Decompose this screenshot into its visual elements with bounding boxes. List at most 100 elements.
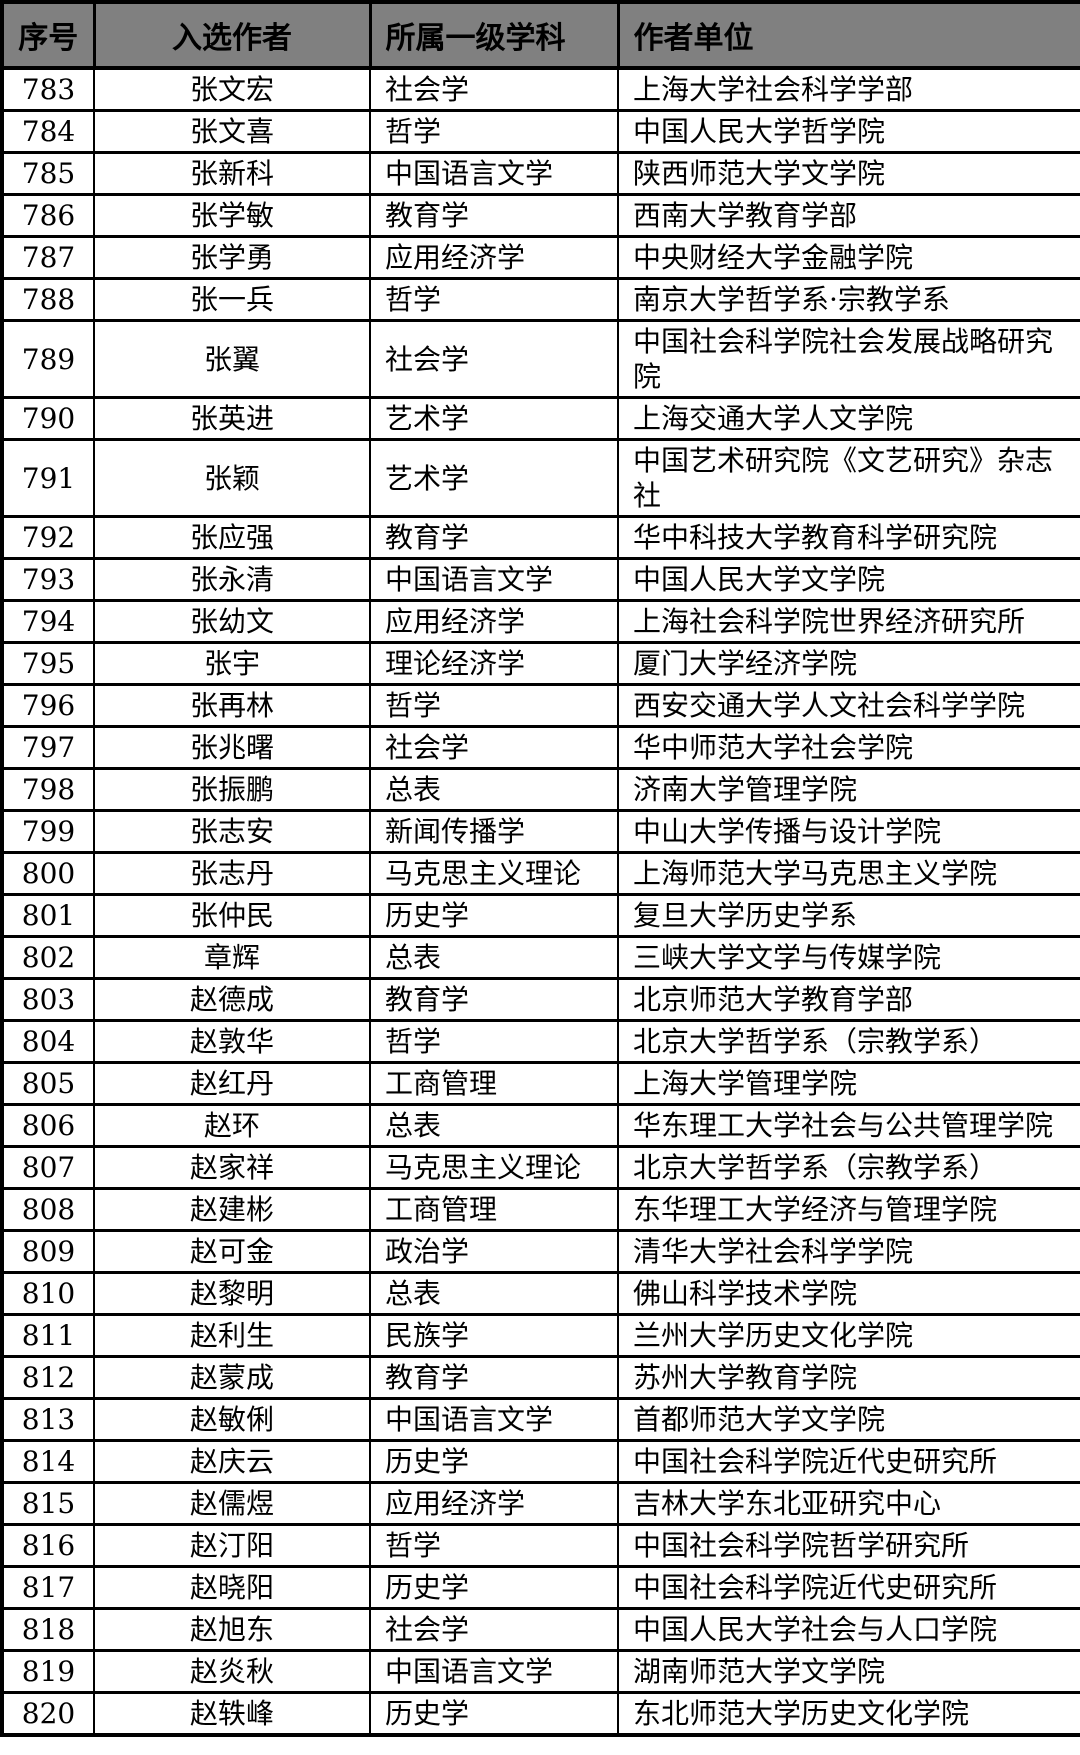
cell-discipline: 社会学 <box>369 1607 619 1652</box>
cell-author: 赵敏俐 <box>93 1397 371 1442</box>
cell-author: 张一兵 <box>93 277 371 322</box>
cell-discipline: 民族学 <box>369 1313 619 1358</box>
table-row: 796 张再林 哲学 西安交通大学人文社会科学学院 <box>1 683 1080 728</box>
cell-author: 张兆曙 <box>93 725 371 770</box>
cell-author: 赵家祥 <box>93 1145 371 1190</box>
cell-discipline: 工商管理 <box>369 1061 619 1106</box>
cell-author: 赵汀阳 <box>93 1523 371 1568</box>
table-row: 806 赵环 总表 华东理工大学社会与公共管理学院 <box>1 1103 1080 1148</box>
cell-no: 792 <box>1 515 95 560</box>
cell-discipline: 社会学 <box>369 725 619 770</box>
cell-no: 813 <box>1 1397 95 1442</box>
cell-author: 张新科 <box>93 151 371 196</box>
cell-affiliation: 华中师范大学社会学院 <box>617 725 1080 770</box>
cell-no: 788 <box>1 277 95 322</box>
cell-author: 张志丹 <box>93 851 371 896</box>
cell-affiliation: 南京大学哲学系·宗教学系 <box>617 277 1080 322</box>
cell-author: 张宇 <box>93 641 371 686</box>
cell-affiliation: 北京大学哲学系（宗教学系） <box>617 1145 1080 1190</box>
cell-author: 赵红丹 <box>93 1061 371 1106</box>
cell-discipline: 工商管理 <box>369 1187 619 1232</box>
cell-no: 796 <box>1 683 95 728</box>
cell-author: 张幼文 <box>93 599 371 644</box>
cell-author: 张永清 <box>93 557 371 602</box>
cell-affiliation: 上海社会科学院世界经济研究所 <box>617 599 1080 644</box>
cell-discipline: 马克思主义理论 <box>369 851 619 896</box>
cell-author: 张振鹏 <box>93 767 371 812</box>
cell-author: 张再林 <box>93 683 371 728</box>
cell-discipline: 总表 <box>369 767 619 812</box>
cell-affiliation: 济南大学管理学院 <box>617 767 1080 812</box>
cell-discipline: 应用经济学 <box>369 599 619 644</box>
cell-author: 张颖 <box>93 438 371 518</box>
cell-no: 814 <box>1 1439 95 1484</box>
cell-affiliation: 东华理工大学经济与管理学院 <box>617 1187 1080 1232</box>
table-row: 784 张文喜 哲学 中国人民大学哲学院 <box>1 109 1080 154</box>
cell-affiliation: 华东理工大学社会与公共管理学院 <box>617 1103 1080 1148</box>
cell-author: 张学勇 <box>93 235 371 280</box>
table-row: 818 赵旭东 社会学 中国人民大学社会与人口学院 <box>1 1607 1080 1652</box>
cell-no: 787 <box>1 235 95 280</box>
cell-no: 791 <box>1 438 95 518</box>
cell-affiliation: 中国人民大学哲学院 <box>617 109 1080 154</box>
cell-affiliation: 复旦大学历史学系 <box>617 893 1080 938</box>
cell-author: 张学敏 <box>93 193 371 238</box>
cell-discipline: 中国语言文学 <box>369 1649 619 1694</box>
cell-no: 810 <box>1 1271 95 1316</box>
table-row: 820 赵轶峰 历史学 东北师范大学历史文化学院 <box>1 1691 1080 1737</box>
cell-discipline: 哲学 <box>369 277 619 322</box>
cell-discipline: 哲学 <box>369 1523 619 1568</box>
cell-affiliation: 中国社会科学院近代史研究所 <box>617 1439 1080 1484</box>
cell-no: 805 <box>1 1061 95 1106</box>
table-row: 814 赵庆云 历史学 中国社会科学院近代史研究所 <box>1 1439 1080 1484</box>
table-row: 803 赵德成 教育学 北京师范大学教育学部 <box>1 977 1080 1022</box>
cell-discipline: 历史学 <box>369 1439 619 1484</box>
cell-discipline: 艺术学 <box>369 396 619 441</box>
cell-discipline: 应用经济学 <box>369 1481 619 1526</box>
cell-no: 802 <box>1 935 95 980</box>
table-row: 783 张文宏 社会学 上海大学社会科学学部 <box>1 66 1080 112</box>
cell-affiliation: 西安交通大学人文社会科学学院 <box>617 683 1080 728</box>
cell-no: 786 <box>1 193 95 238</box>
cell-discipline: 历史学 <box>369 1565 619 1610</box>
cell-no: 816 <box>1 1523 95 1568</box>
table-row: 785 张新科 中国语言文学 陕西师范大学文学院 <box>1 151 1080 196</box>
cell-affiliation: 中国社会科学院社会发展战略研究院 <box>617 319 1080 399</box>
cell-discipline: 社会学 <box>369 66 619 112</box>
cell-no: 800 <box>1 851 95 896</box>
cell-no: 819 <box>1 1649 95 1694</box>
cell-author: 赵利生 <box>93 1313 371 1358</box>
cell-no: 784 <box>1 109 95 154</box>
cell-discipline: 总表 <box>369 1271 619 1316</box>
cell-author: 赵敦华 <box>93 1019 371 1064</box>
cell-author: 赵儒煜 <box>93 1481 371 1526</box>
table-row: 799 张志安 新闻传播学 中山大学传播与设计学院 <box>1 809 1080 854</box>
table-row: 805 赵红丹 工商管理 上海大学管理学院 <box>1 1061 1080 1106</box>
cell-discipline: 马克思主义理论 <box>369 1145 619 1190</box>
table-row: 790 张英进 艺术学 上海交通大学人文学院 <box>1 396 1080 441</box>
cell-no: 794 <box>1 599 95 644</box>
cell-affiliation: 厦门大学经济学院 <box>617 641 1080 686</box>
cell-affiliation: 中山大学传播与设计学院 <box>617 809 1080 854</box>
cell-affiliation: 首都师范大学文学院 <box>617 1397 1080 1442</box>
cell-affiliation: 华中科技大学教育科学研究院 <box>617 515 1080 560</box>
table-row: 801 张仲民 历史学 复旦大学历史学系 <box>1 893 1080 938</box>
cell-affiliation: 上海师范大学马克思主义学院 <box>617 851 1080 896</box>
cell-discipline: 政治学 <box>369 1229 619 1274</box>
cell-no: 789 <box>1 319 95 399</box>
table-row: 792 张应强 教育学 华中科技大学教育科学研究院 <box>1 515 1080 560</box>
table-row: 816 赵汀阳 哲学 中国社会科学院哲学研究所 <box>1 1523 1080 1568</box>
cell-discipline: 教育学 <box>369 193 619 238</box>
cell-no: 808 <box>1 1187 95 1232</box>
cell-affiliation: 佛山科学技术学院 <box>617 1271 1080 1316</box>
table-row: 786 张学敏 教育学 西南大学教育学部 <box>1 193 1080 238</box>
table-row: 813 赵敏俐 中国语言文学 首都师范大学文学院 <box>1 1397 1080 1442</box>
table-row: 807 赵家祥 马克思主义理论 北京大学哲学系（宗教学系） <box>1 1145 1080 1190</box>
cell-author: 赵庆云 <box>93 1439 371 1484</box>
cell-discipline: 社会学 <box>369 319 619 399</box>
table-row: 817 赵晓阳 历史学 中国社会科学院近代史研究所 <box>1 1565 1080 1610</box>
cell-author: 张英进 <box>93 396 371 441</box>
cell-discipline: 教育学 <box>369 515 619 560</box>
table-row: 795 张宇 理论经济学 厦门大学经济学院 <box>1 641 1080 686</box>
cell-no: 818 <box>1 1607 95 1652</box>
